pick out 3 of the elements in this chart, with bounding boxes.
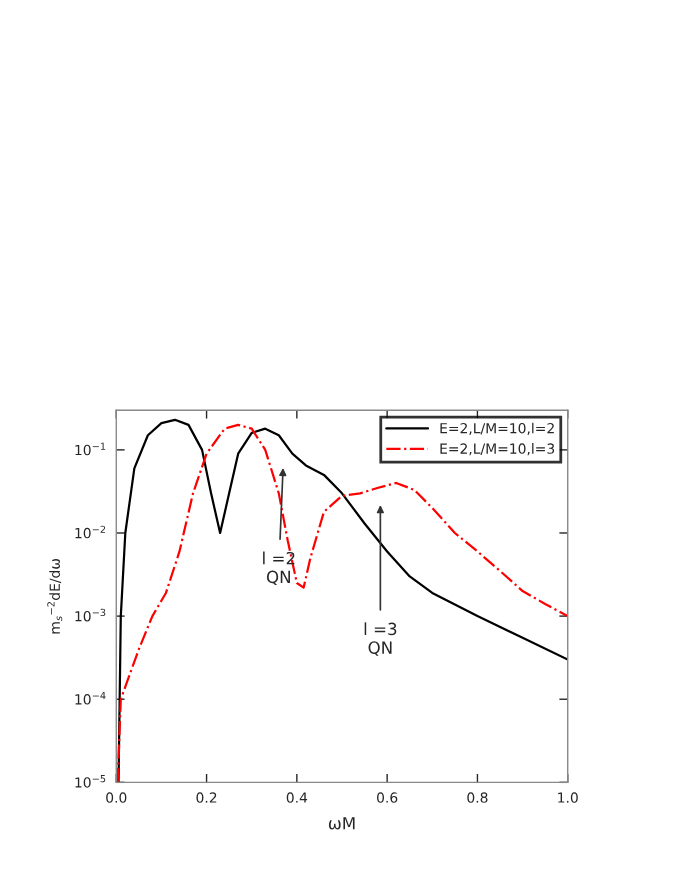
x-axis-title: ωM (328, 817, 355, 830)
annotation: l =3 QN (364, 622, 397, 656)
annotation: l =2 QN (263, 551, 295, 586)
